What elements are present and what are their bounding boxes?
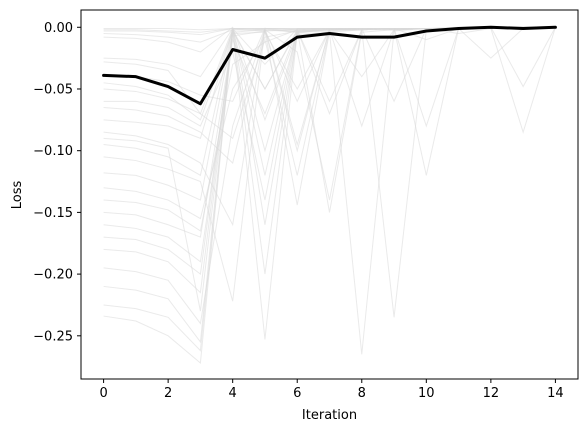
y-tick-label: −0.15: [33, 206, 73, 221]
x-tick-label: 8: [358, 386, 366, 401]
x-tick-label: 4: [229, 386, 237, 401]
y-axis-label: Loss: [10, 181, 25, 210]
x-tick-label: 0: [99, 386, 107, 401]
x-axis-label: Iteration: [302, 408, 357, 423]
x-tick-label: 2: [164, 386, 172, 401]
y-tick-label: −0.20: [33, 268, 73, 283]
x-tick-label: 10: [418, 386, 435, 401]
y-tick-label: −0.05: [33, 82, 73, 97]
plot-frame: [80, 9, 579, 380]
y-tick-label: −0.10: [33, 144, 73, 159]
run-line-14: [103, 26, 556, 232]
x-tick-label: 6: [293, 386, 301, 401]
y-tick-label: −0.25: [33, 329, 73, 344]
mean-line-group: [102, 25, 557, 106]
x-axis-ticks: 0 2 4 6 8 10 12 14: [99, 379, 564, 401]
y-tick-label: 0.00: [44, 21, 73, 36]
x-tick-label: 12: [483, 386, 500, 401]
x-tick-label: 14: [547, 386, 564, 401]
mean-line: [102, 25, 557, 106]
y-axis-ticks: 0.00 −0.05 −0.10 −0.15 −0.20 −0.25: [33, 21, 81, 344]
